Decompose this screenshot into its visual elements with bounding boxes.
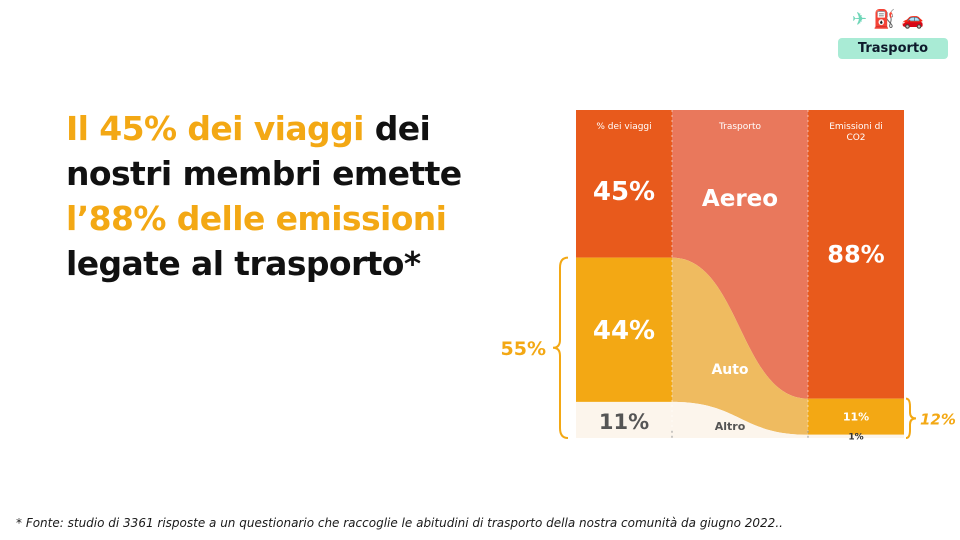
value-label-emissions-1: 88% [827,241,884,269]
category-badge: Trasporto [838,38,948,59]
column-header-3: Emissioni di CO2 [829,122,883,143]
fuel-pump-icon: ⛽ [873,9,896,30]
headline-part-1: Il 45% dei viaggi [66,109,364,148]
flow-aereo [672,110,808,399]
bar-trips-altro [576,401,672,438]
value-label-trips-2: 44% [593,316,655,346]
transport-icons: ✈ ⛽ 🚗 [852,11,924,29]
category-label-altro: Altro [715,420,746,433]
value-label-emissions-2: 11% [843,411,869,424]
bar-trips-aereo [576,110,672,258]
bar-emissions-auto [808,398,904,435]
headline-part-3: l’88% delle emissioni [66,199,447,238]
bar-trips-auto [576,257,672,402]
category-label-aereo: Aereo [702,186,778,212]
plane-icon: ✈ [852,9,868,30]
bracket-left [552,256,569,439]
bar-emissions-aereo [808,110,904,399]
column-header-2: Trasporto [718,122,762,132]
value-label-trips-1: 45% [593,177,655,207]
value-label-emissions-3: 1% [848,433,863,443]
column-header-1: % dei viaggi [596,122,651,132]
headline: Il 45% dei viaggi dei nostri membri emet… [66,106,486,286]
bracket-right [905,397,917,439]
flow-auto [672,257,808,435]
bar-emissions-altro [808,434,904,438]
bracket-label-left: 55% [501,338,546,360]
bracket-label-right: 12% [920,410,956,428]
headline-part-2: dei nostri membri emette [66,109,462,193]
car-icon: 🚗 [901,9,924,30]
flow-altro [672,401,808,438]
footnote: * Fonte: studio di 3361 risposte a un qu… [16,516,783,530]
category-label-auto: Auto [711,362,748,378]
value-label-trips-3: 11% [599,410,649,434]
headline-part-4: legate al trasporto* [66,244,421,283]
